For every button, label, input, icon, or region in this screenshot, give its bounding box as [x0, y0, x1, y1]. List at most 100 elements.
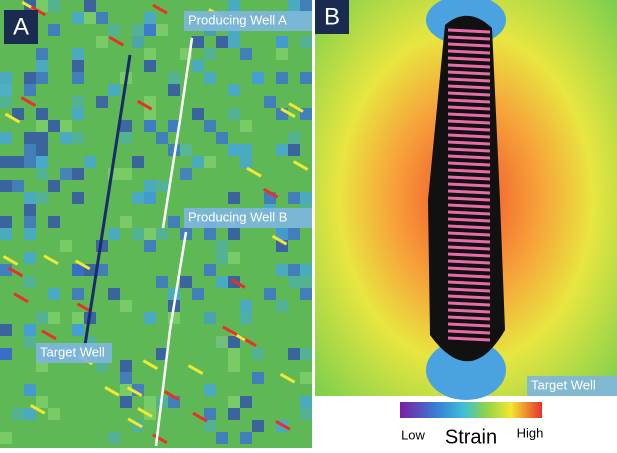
tile	[216, 276, 228, 288]
tile	[204, 156, 216, 168]
tile	[36, 120, 48, 132]
stripe	[448, 128, 490, 130]
tile	[288, 348, 300, 360]
tile	[36, 48, 48, 60]
tile	[228, 348, 240, 360]
stripe	[448, 170, 490, 172]
tile	[240, 396, 252, 408]
tile	[192, 36, 204, 48]
tile	[228, 144, 240, 156]
well-label: Producing Well A	[188, 12, 287, 27]
tile	[48, 0, 60, 12]
tile	[276, 264, 288, 276]
tile	[24, 84, 36, 96]
tile	[204, 312, 216, 324]
tile	[72, 192, 84, 204]
tile	[288, 192, 300, 204]
tile	[72, 132, 84, 144]
tile	[120, 396, 132, 408]
tile	[204, 264, 216, 276]
tile	[168, 72, 180, 84]
tile	[48, 288, 60, 300]
stripe	[448, 310, 490, 312]
tile	[0, 72, 12, 84]
stripe	[448, 58, 490, 60]
tile	[252, 372, 264, 384]
tile	[0, 156, 12, 168]
tile	[228, 192, 240, 204]
tile	[72, 324, 84, 336]
stripe	[448, 331, 490, 333]
tile	[216, 240, 228, 252]
tile	[156, 180, 168, 192]
panel-b: B Target Well	[315, 0, 617, 400]
tile	[60, 120, 72, 132]
tile	[240, 300, 252, 312]
stripe	[448, 205, 490, 207]
stripe	[448, 275, 490, 277]
tile	[144, 120, 156, 132]
tile	[0, 132, 12, 144]
tile	[252, 420, 264, 432]
stripe	[448, 30, 490, 32]
tile	[36, 132, 48, 144]
stripe	[448, 240, 490, 242]
tile	[24, 276, 36, 288]
tile	[0, 84, 12, 96]
tile	[288, 132, 300, 144]
tile	[72, 12, 84, 24]
tile	[108, 432, 120, 444]
tile	[36, 396, 48, 408]
tile	[252, 72, 264, 84]
tile	[120, 360, 132, 372]
tile	[120, 132, 132, 144]
tile	[72, 312, 84, 324]
tile	[0, 228, 12, 240]
stripe	[448, 191, 490, 193]
tile	[132, 24, 144, 36]
tile	[180, 144, 192, 156]
tile	[96, 12, 108, 24]
tile	[300, 192, 312, 204]
tile	[24, 384, 36, 396]
well-label: Target Well	[531, 377, 596, 392]
stripe	[448, 79, 490, 81]
tile	[72, 288, 84, 300]
tile	[240, 432, 252, 444]
tile	[48, 24, 60, 36]
tile	[96, 96, 108, 108]
tile	[288, 264, 300, 276]
tile	[228, 360, 240, 372]
tile	[72, 48, 84, 60]
tile	[204, 384, 216, 396]
tile	[288, 0, 300, 12]
tile	[60, 240, 72, 252]
tile	[240, 48, 252, 60]
stripe	[448, 177, 490, 179]
stripe	[448, 338, 490, 340]
tile	[36, 72, 48, 84]
tile	[144, 12, 156, 24]
tile	[12, 180, 24, 192]
panel-label: B	[324, 3, 340, 30]
stripe	[448, 289, 490, 291]
tile	[156, 24, 168, 36]
colorbar-low: Low	[401, 427, 425, 442]
tile	[228, 396, 240, 408]
tile	[276, 36, 288, 48]
tile	[108, 84, 120, 96]
tile	[60, 168, 72, 180]
tile	[120, 120, 132, 132]
tile	[300, 0, 312, 12]
tile	[24, 204, 36, 216]
tile	[24, 72, 36, 84]
well-label: Producing Well B	[188, 209, 287, 224]
stripe	[448, 226, 490, 228]
tile	[108, 288, 120, 300]
tile	[36, 156, 48, 168]
tile	[216, 252, 228, 264]
tile	[0, 216, 12, 228]
tile	[120, 216, 132, 228]
tile	[228, 408, 240, 420]
tile	[0, 324, 12, 336]
